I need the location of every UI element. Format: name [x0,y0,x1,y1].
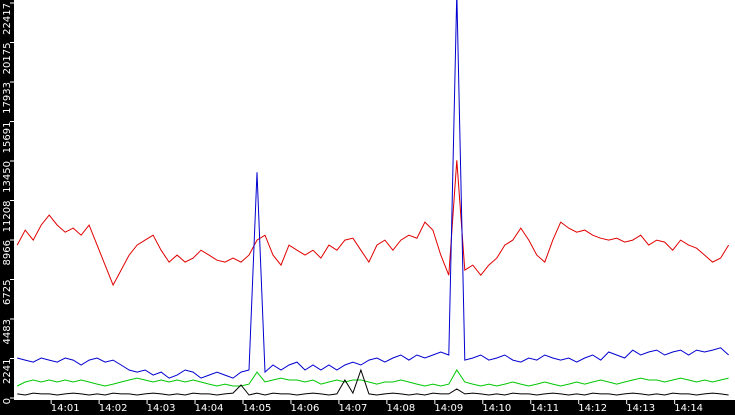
series-line [17,0,729,379]
plot-area [16,0,730,396]
x-tick-label: 14:07 [339,403,368,414]
x-tick-label: 14:06 [291,403,320,414]
x-tick-label: 14:03 [147,403,176,414]
y-tick-label: 2241 [2,359,13,384]
x-tick-label: 14:14 [674,403,703,414]
y-tick-label: 22417 [2,3,13,35]
x-tick-label: 14:11 [530,403,559,414]
x-tick-label: 14:12 [578,403,607,414]
x-tick-label: 14:08 [386,403,415,414]
series-line [16,160,730,287]
y-tick-label: 8966 [2,240,13,265]
y-tick-label: 20175 [2,43,13,75]
y-tick-label: 4483 [2,319,13,344]
y-tick-label: 0 [2,398,13,404]
y-tick-label: 15691 [2,122,13,154]
x-tick-label: 14:01 [51,403,80,414]
y-tick-label: 11208 [2,201,13,233]
x-tick-label: 14:09 [434,403,463,414]
x-tick-label: 14:02 [99,403,128,414]
x-tick-label: 14:05 [243,403,272,414]
y-tick-label: 13450 [2,161,13,193]
x-tick-label: 14:04 [195,403,224,414]
series-line [17,368,729,396]
x-axis-strip [0,400,735,415]
y-axis-strip [0,0,14,415]
series-line [16,369,729,387]
y-tick-label: 17933 [2,82,13,114]
y-tick-label: 6725 [2,280,13,305]
x-tick-label: 14:10 [482,403,511,414]
x-tick-label: 14:13 [626,403,655,414]
